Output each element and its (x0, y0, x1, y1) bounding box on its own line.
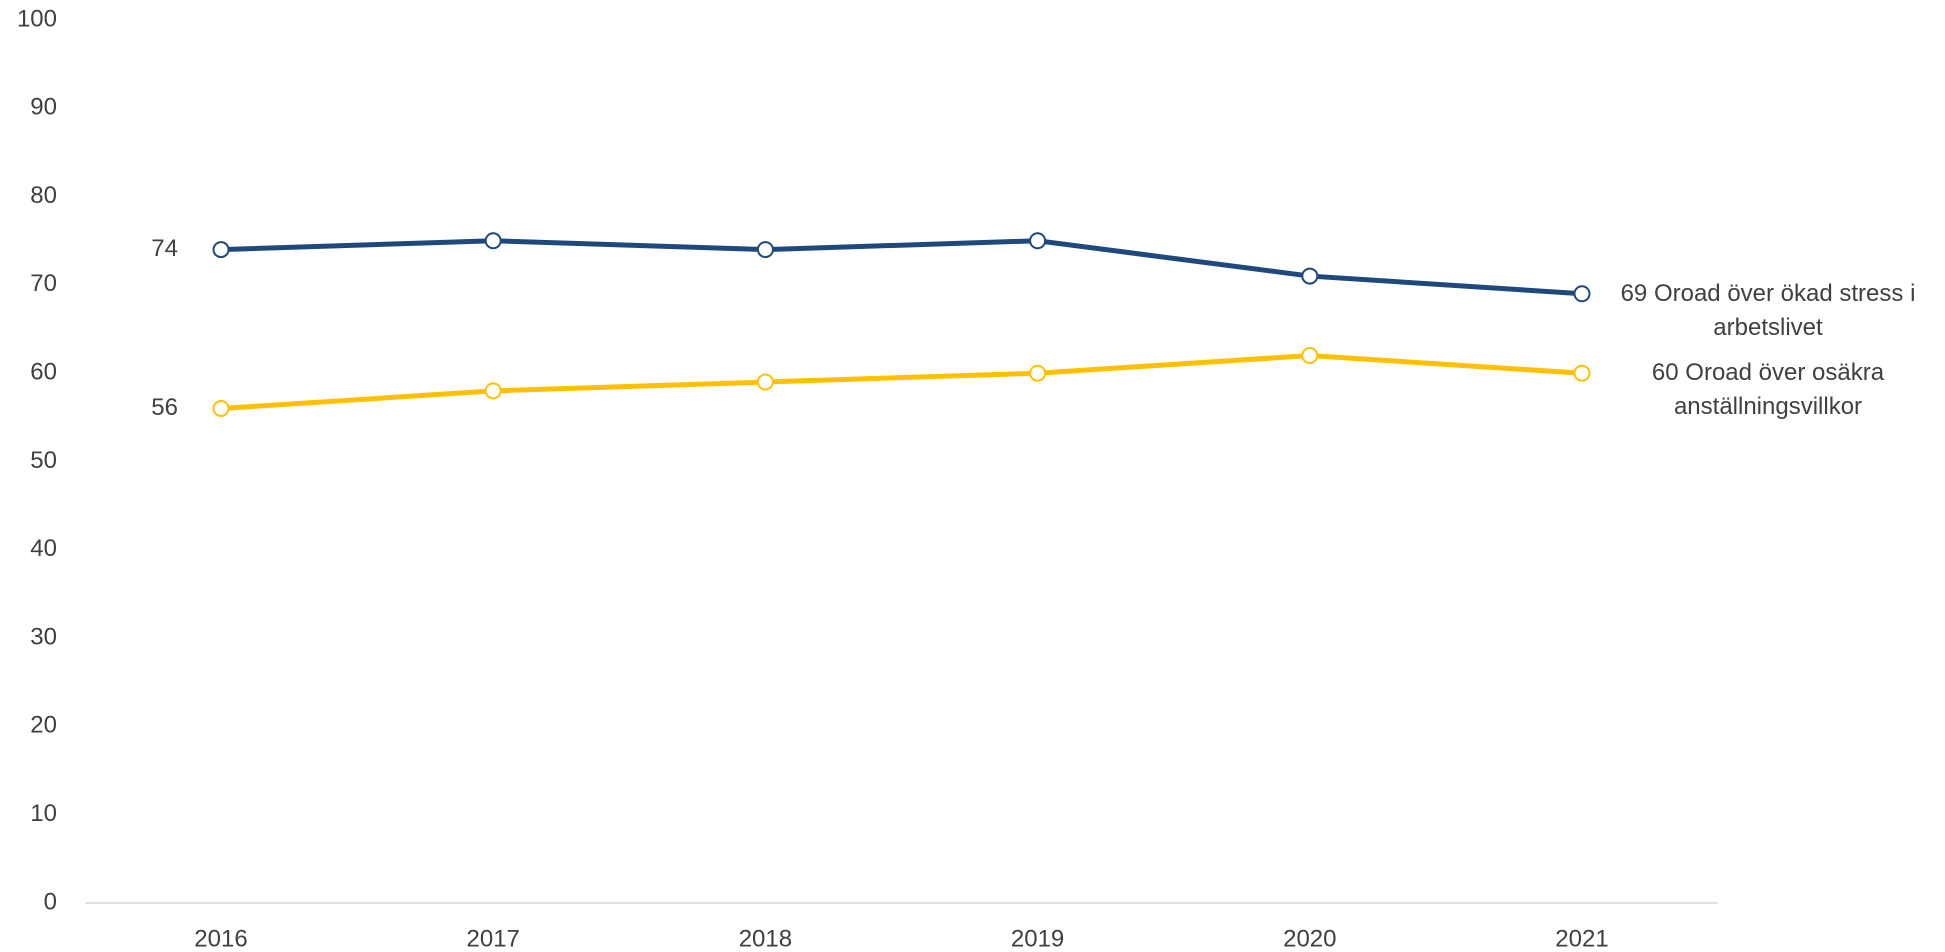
series-line (220, 238, 1583, 297)
x-tick-label: 2016 (194, 925, 247, 952)
y-tick-label: 40 (30, 535, 57, 562)
point-marker (1301, 267, 1319, 285)
y-tick-label: 20 (30, 712, 57, 739)
end-value-label: 60 (1651, 359, 1679, 387)
y-tick-label: 30 (30, 623, 57, 650)
start-value-label: 56 (151, 394, 178, 421)
point-marker (484, 382, 502, 400)
x-tick-label: 2021 (1555, 925, 1608, 952)
y-tick-label: 60 (30, 359, 57, 386)
x-tick-label: 2018 (739, 925, 792, 952)
point-marker (756, 241, 774, 259)
end-label: 69 Oroad över ökad stress i arbetslivet (1598, 277, 1938, 345)
point-marker (212, 241, 230, 259)
point-marker (1573, 285, 1591, 303)
point-marker (212, 400, 230, 418)
point-marker (1301, 347, 1319, 365)
start-value-label: 74 (151, 235, 178, 262)
point-marker (484, 232, 502, 250)
y-tick-label: 80 (30, 182, 57, 209)
end-label: 60 Oroad över osäkra anställningsvillkor (1598, 356, 1938, 424)
end-value-label: 69 (1620, 279, 1648, 307)
y-tick-label: 100 (17, 5, 57, 32)
series-name: Oroad över ökad stress i arbetslivet (1653, 279, 1916, 341)
y-tick-label: 10 (30, 800, 57, 827)
point-marker (1029, 232, 1047, 250)
point-marker (1029, 364, 1047, 382)
y-tick-label: 50 (30, 447, 57, 474)
series-name: Oroad över osäkra anställningsvillkor (1673, 359, 1885, 421)
x-tick-label: 2017 (467, 925, 520, 952)
y-tick-label: 70 (30, 270, 57, 297)
x-tick-label: 2020 (1283, 925, 1336, 952)
x-tick-label: 2019 (1011, 925, 1064, 952)
series-line (220, 353, 1583, 412)
y-tick-label: 0 (44, 888, 57, 915)
y-tick-label: 90 (30, 94, 57, 121)
point-marker (756, 373, 774, 391)
point-marker (1573, 364, 1591, 382)
